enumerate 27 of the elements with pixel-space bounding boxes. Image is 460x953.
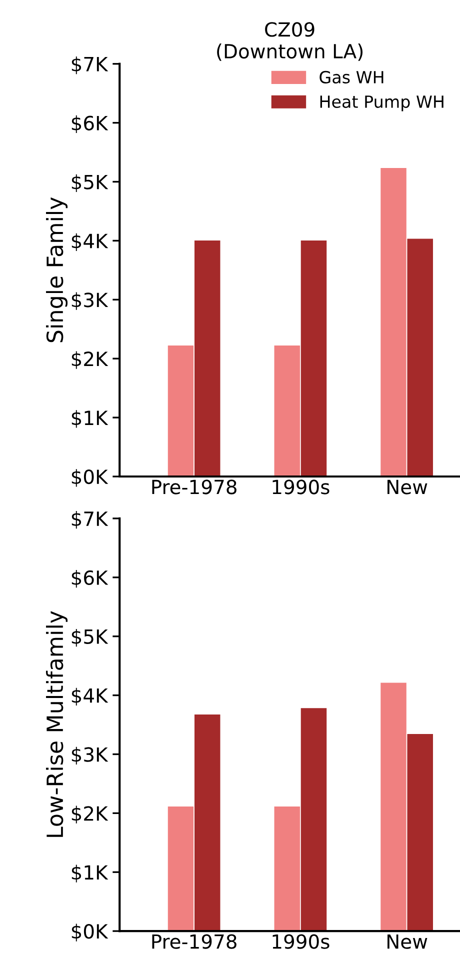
x-tick-label: New [388,934,428,949]
y-tick-label: $5K [72,628,108,647]
x-tick-label: Pre-1978 [152,480,236,494]
y-tick-label: $1K [72,410,108,428]
y-tick-label: $4K [72,233,108,251]
y-tick-label: $7K [72,511,108,529]
y-tick-label: $1K [72,864,108,882]
legend-label: Heat Pump WH [320,96,444,112]
x-tick-label: Pre-1978 [152,934,236,949]
x-tick-label: New [388,480,428,494]
y-tick-label: $2K [72,351,108,369]
chart-title: CZ09 (Downtown LA) [217,22,363,61]
y-tick-label: $6K [72,115,108,134]
y-tick-label: $0K [72,924,108,942]
y-tick-label: $3K [72,746,108,764]
y-tick-label: $4K [72,688,108,706]
y-tick-label: $3K [72,292,108,310]
y-tick-label: $6K [72,570,108,588]
y-tick-label: $2K [72,806,108,824]
y-axis-title: Low-Rise Multifamily [46,611,68,837]
y-tick-label: $7K [72,56,108,74]
y-axis-title: Single Family [46,197,68,342]
x-tick-label: 1990s [272,934,330,949]
y-tick-label: $0K [72,469,108,487]
x-tick-label: 1990s [272,480,330,494]
legend-label: Gas WH [320,70,384,84]
y-tick-label: $5K [72,174,108,192]
